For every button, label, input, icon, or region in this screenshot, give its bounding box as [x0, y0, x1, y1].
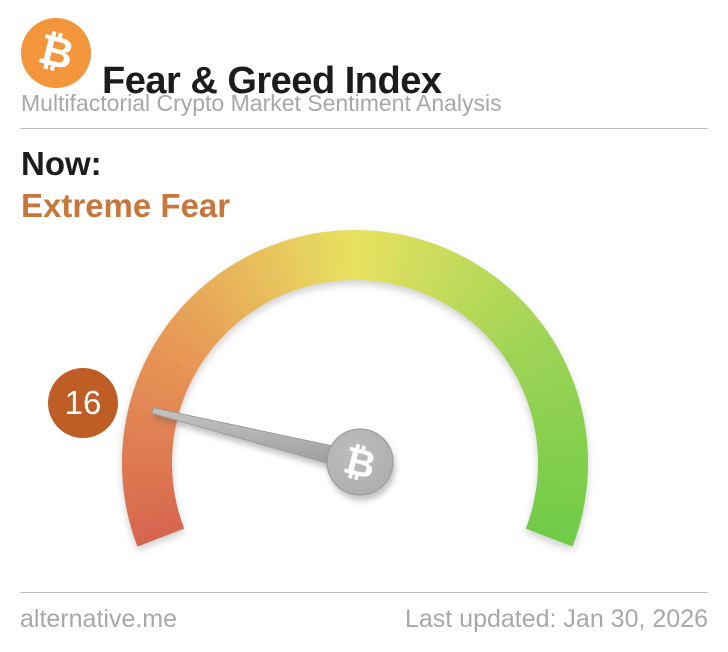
- footer-divider: [20, 592, 708, 593]
- hub-bitcoin-icon: ₿: [339, 438, 380, 488]
- sentiment-classification: Extreme Fear: [21, 187, 231, 224]
- gauge-hub: [326, 428, 394, 496]
- gauge-value: 16: [64, 384, 102, 421]
- bitcoin-logo: ₿: [21, 18, 91, 88]
- gauge-value-badge: 16: [48, 368, 118, 438]
- now-label: Now:: [21, 145, 102, 182]
- source-link[interactable]: alternative.me: [20, 605, 178, 633]
- gauge-needle: [151, 407, 363, 473]
- last-updated: Last updated: Jan 30, 2026: [404, 605, 708, 633]
- header-divider: [20, 128, 708, 129]
- page-title: Fear & Greed Index: [102, 60, 442, 103]
- subtitle: Multifactorial Crypto Market Sentiment A…: [21, 90, 502, 116]
- footer: alternative.me Last updated: Jan 30, 202…: [20, 605, 708, 634]
- bitcoin-icon: ₿: [33, 23, 79, 80]
